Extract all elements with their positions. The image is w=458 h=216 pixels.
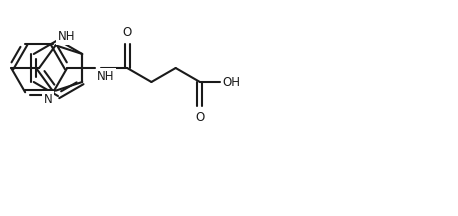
Text: O: O [123,26,132,39]
Text: N: N [44,93,53,106]
Text: NH: NH [58,30,75,43]
Text: OH: OH [223,76,240,89]
Text: NH: NH [97,70,114,83]
Text: O: O [195,111,205,124]
